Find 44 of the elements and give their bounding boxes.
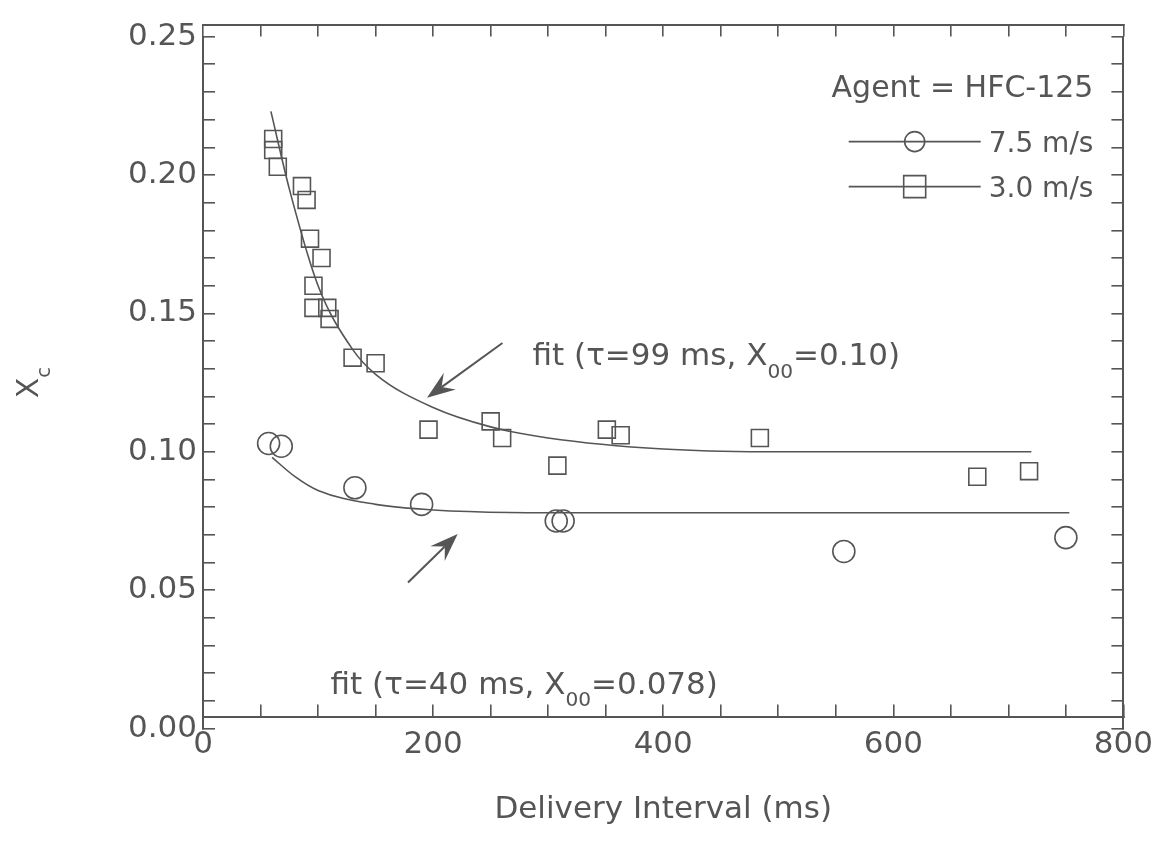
x-tick-label: 200 <box>403 724 463 761</box>
point <box>1054 525 1078 550</box>
y-tick-label: 0.25 <box>127 15 198 52</box>
point <box>297 190 316 210</box>
y-tick-label: 0.20 <box>127 154 198 191</box>
point <box>312 248 331 268</box>
point <box>968 467 987 486</box>
point <box>544 509 569 533</box>
point <box>366 353 385 373</box>
point <box>1019 461 1039 481</box>
x-tick-label: 800 <box>1093 724 1153 761</box>
point <box>597 420 617 439</box>
point <box>343 348 362 367</box>
point <box>548 456 567 475</box>
point <box>304 276 323 296</box>
point <box>269 434 294 459</box>
point <box>317 298 337 318</box>
x-tick-label: 600 <box>863 724 923 761</box>
point <box>419 420 438 439</box>
point <box>611 425 630 445</box>
point <box>292 176 312 196</box>
point <box>263 140 283 160</box>
legend-title: Agent = HFC-125 <box>831 68 1094 104</box>
point <box>409 492 434 517</box>
point <box>750 428 770 448</box>
x-axis-title: Delivery Interval (ms) <box>494 789 833 826</box>
point <box>320 309 339 329</box>
y-tick-label: 0.15 <box>127 292 198 329</box>
point <box>300 229 320 248</box>
legend-label: 3.0 m/s <box>988 170 1094 204</box>
point <box>263 129 283 149</box>
y-tick-label: 0.05 <box>127 569 198 606</box>
x-tick-label: 400 <box>633 724 693 761</box>
point <box>268 157 288 176</box>
y-axis-title: Xc <box>10 366 55 399</box>
legend-label: 7.5 m/s <box>988 125 1094 159</box>
point <box>481 412 500 431</box>
point <box>304 298 323 318</box>
point <box>343 475 367 500</box>
point <box>832 539 856 564</box>
point <box>551 509 575 533</box>
y-tick-label: 0.10 <box>127 430 198 467</box>
point <box>492 428 512 448</box>
point <box>256 431 281 456</box>
